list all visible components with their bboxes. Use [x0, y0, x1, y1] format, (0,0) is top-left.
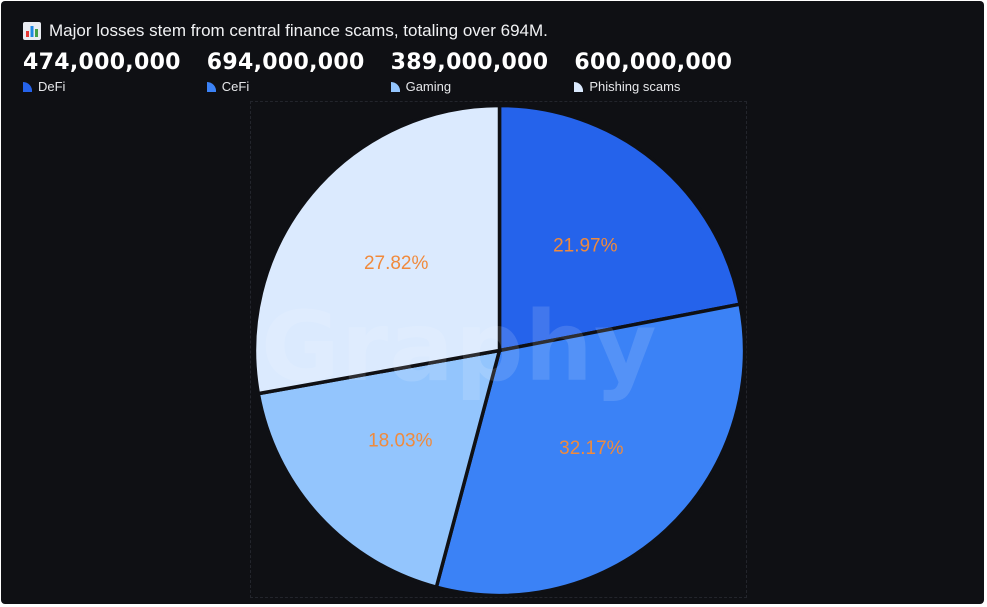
chart-area: 21.97% 32.17% 18.03% 27.82% — [250, 101, 747, 598]
pie-swatch-icon — [390, 81, 400, 92]
legend-label: Phishing scams — [589, 79, 681, 94]
bar-chart-icon — [23, 22, 41, 40]
legend-label-row: Gaming — [390, 79, 549, 94]
legend-label-row: DeFi — [23, 79, 181, 94]
legend-label: DeFi — [38, 79, 66, 94]
pie-percent-label: 21.97% — [553, 236, 618, 257]
pie-percent-label: 18.03% — [368, 431, 433, 452]
legend-item: 694,000,000 CeFi — [206, 50, 365, 94]
pie-slice-gaming[interactable] — [256, 348, 502, 589]
legend-label-row: Phishing scams — [574, 79, 732, 94]
pie-chart: 21.97% 32.17% 18.03% 27.82% — [252, 103, 747, 598]
legend-item: 389,000,000 Gaming — [390, 50, 549, 94]
legend-value: 694,000,000 — [206, 50, 365, 75]
legend-item: 474,000,000 DeFi — [23, 50, 181, 94]
chart-title-row: Major losses stem from central finance s… — [23, 21, 548, 41]
legend-value: 600,000,000 — [574, 50, 733, 75]
pie-slice-phishing-scams[interactable] — [252, 103, 502, 396]
legend-value: 474,000,000 — [23, 50, 181, 75]
legend-label: Gaming — [405, 79, 452, 94]
pie-swatch-icon — [574, 81, 584, 92]
legend: 474,000,000 DeFi 694,000,000 CeFi 389,000,00… — [23, 50, 758, 94]
pie-slice-cefi[interactable] — [434, 302, 747, 598]
legend-label: CeFi — [221, 79, 250, 94]
pie-swatch-icon — [23, 81, 32, 92]
legend-item: 600,000,000 Phishing scams — [574, 50, 732, 94]
pie-swatch-icon — [206, 81, 216, 92]
pie-slice-defi[interactable] — [497, 103, 742, 353]
legend-value: 389,000,000 — [390, 50, 549, 75]
pie-percent-label: 27.82% — [364, 253, 429, 274]
chart-title: Major losses stem from central finance s… — [49, 21, 548, 40]
pie-percent-label: 32.17% — [559, 438, 624, 459]
legend-label-row: CeFi — [206, 79, 365, 94]
